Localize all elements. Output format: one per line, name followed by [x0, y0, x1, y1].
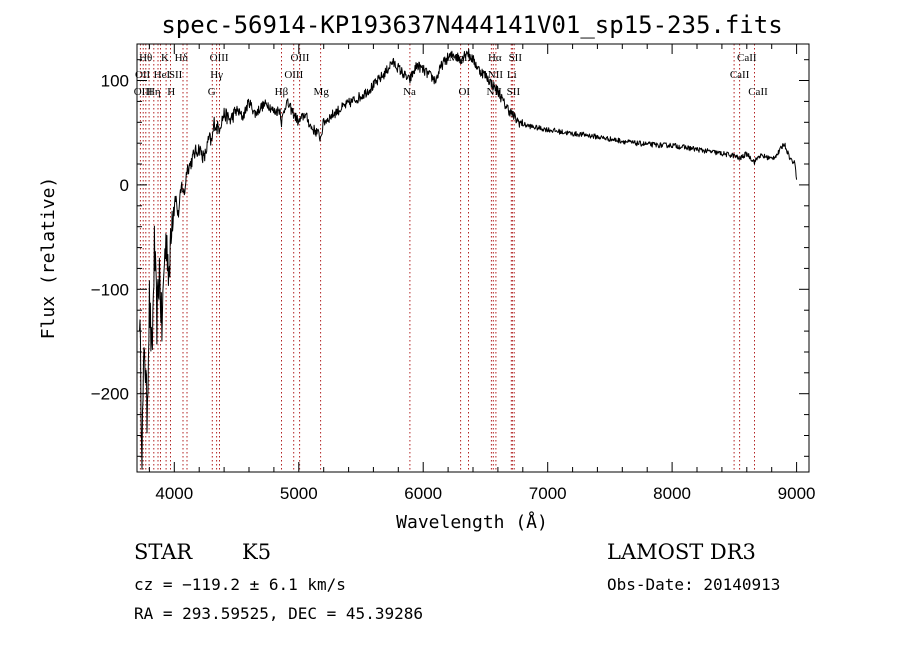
spectral-line-label: Hη: [147, 86, 161, 98]
spectral-line-label: SII: [507, 86, 521, 98]
y-axis-ticks: −200 −100 0 100: [91, 59, 809, 457]
y-tick-label: −100: [91, 280, 129, 299]
spectral-line-label: Na: [403, 86, 416, 98]
spectral-line-label: Hδ: [175, 52, 188, 64]
star-subclass: K5: [242, 540, 272, 564]
spectral-line-label: Hα: [488, 52, 502, 64]
spectral-line-label: Li: [507, 69, 517, 81]
obs-date: Obs-Date: 20140913: [607, 575, 781, 594]
spectral-line-label: OI: [458, 86, 470, 98]
y-tick-label: −200: [91, 385, 129, 404]
spectral-line-label: Hγ: [210, 69, 223, 81]
redshift-cz: cz = −119.2 ± 6.1 km/s: [134, 575, 346, 594]
spectral-line-label: Hβ: [275, 86, 289, 98]
spectral-line-label: H: [167, 86, 175, 98]
spectral-line-label: K: [161, 52, 169, 64]
spectral-line-label: OIII: [210, 52, 229, 64]
y-axis-label: Flux (relative): [38, 177, 59, 340]
x-axis-ticks: 4000 5000 6000 7000 8000 9000: [148, 44, 816, 503]
x-tick-label: 5000: [280, 484, 318, 503]
spectral-line-label: Mg: [314, 86, 330, 98]
spectral-line-label: G: [208, 86, 216, 98]
spectral-line-label: NII: [487, 86, 503, 98]
spectral-line-label: OIII: [284, 69, 303, 81]
spectrum-line: [139, 48, 798, 470]
star-class: STAR: [134, 540, 193, 564]
chart-title: spec-56914-KP193637N444141V01_sp15-235.f…: [161, 11, 782, 39]
x-tick-label: 9000: [778, 484, 816, 503]
spectral-line-label: NII: [488, 69, 504, 81]
x-tick-label: 6000: [404, 484, 442, 503]
line-markers: [139, 44, 755, 472]
x-tick-label: 7000: [529, 484, 567, 503]
spectral-line-label: Hθ: [139, 52, 152, 64]
spectral-line-label: SII: [509, 52, 523, 64]
plot-frame: [136, 43, 810, 473]
x-axis-label: Wavelength (Å): [396, 511, 548, 533]
spectrum-series: [139, 48, 798, 470]
spectral-line-label: SII: [169, 69, 183, 81]
x-tick-label: 8000: [653, 484, 691, 503]
spectral-line-label: CaII: [737, 52, 757, 64]
spectral-line-label: OII: [135, 69, 151, 81]
survey-name: LAMOST DR3: [607, 540, 756, 564]
spectral-line-label: OIII: [291, 52, 310, 64]
x-tick-label: 4000: [155, 484, 193, 503]
y-tick-label: 100: [101, 72, 129, 91]
spectral-line-label: MgII: [449, 52, 472, 64]
coordinates: RA = 293.59525, DEC = 45.39286: [134, 604, 423, 623]
spectral-line-label: CaII: [730, 69, 750, 81]
spectral-line-label: HeI: [154, 69, 171, 81]
y-tick-label: 0: [120, 176, 129, 195]
spectral-line-label: CaII: [748, 86, 768, 98]
spectral-line-label: OIII: [134, 86, 153, 98]
